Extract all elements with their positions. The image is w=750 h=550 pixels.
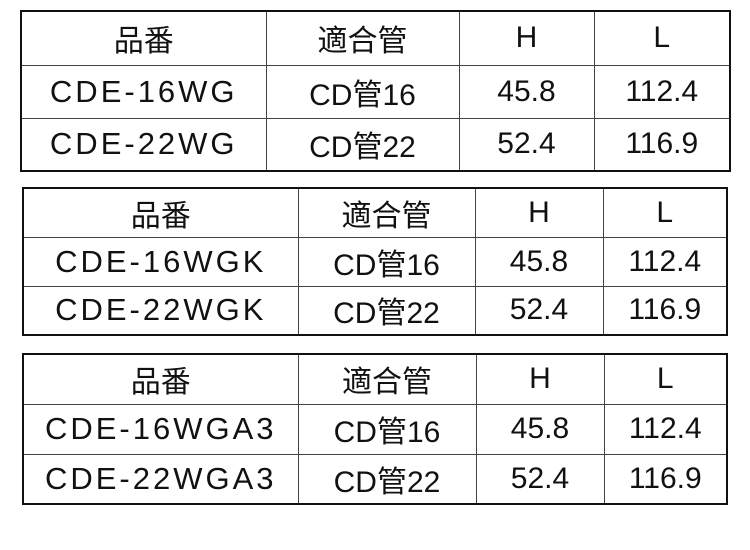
spec-table-wgk: 品番 適合管 H L CDE-16WGK CD管16 45.8 112.4 CD… [22, 187, 728, 336]
part-number: CDE-16WGK [22, 236, 299, 287]
compatible-pipe: CD管22 [265, 117, 460, 172]
header-part-number: 品番 [20, 10, 267, 66]
header-l: L [602, 187, 728, 238]
compatible-pipe: CD管22 [297, 285, 476, 336]
compatible-pipe: CD管16 [297, 403, 477, 455]
header-row: 品番 適合管 H L [22, 353, 728, 405]
h-value: 52.4 [475, 453, 605, 505]
header-h: H [474, 187, 604, 238]
header-compatible-pipe: 適合管 [265, 10, 460, 66]
table-row: CDE-22WGA3 CD管22 52.4 116.9 [22, 453, 728, 505]
table-row: CDE-16WG CD管16 45.8 112.4 [20, 64, 731, 119]
spec-table-wga3: 品番 適合管 H L CDE-16WGA3 CD管16 45.8 112.4 C… [22, 353, 728, 505]
header-compatible-pipe: 適合管 [297, 187, 476, 238]
l-value: 112.4 [593, 64, 731, 119]
h-value: 45.8 [458, 64, 595, 119]
l-value: 116.9 [602, 285, 728, 336]
table-row: CDE-22WGK CD管22 52.4 116.9 [22, 285, 728, 336]
part-number: CDE-22WGA3 [22, 453, 299, 505]
h-value: 45.8 [474, 236, 604, 287]
compatible-pipe: CD管16 [265, 64, 460, 119]
h-value: 52.4 [474, 285, 604, 336]
header-part-number: 品番 [22, 187, 299, 238]
table-row: CDE-16WGA3 CD管16 45.8 112.4 [22, 403, 728, 455]
part-number: CDE-22WGK [22, 285, 299, 336]
table-row: CDE-22WG CD管22 52.4 116.9 [20, 117, 731, 172]
header-l: L [603, 353, 728, 405]
header-row: 品番 適合管 H L [20, 10, 731, 66]
header-part-number: 品番 [22, 353, 299, 405]
compatible-pipe: CD管16 [297, 236, 476, 287]
compatible-pipe: CD管22 [297, 453, 477, 505]
l-value: 112.4 [603, 403, 728, 455]
part-number: CDE-22WG [20, 117, 267, 172]
h-value: 52.4 [458, 117, 595, 172]
part-number: CDE-16WG [20, 64, 267, 119]
header-row: 品番 適合管 H L [22, 187, 728, 238]
l-value: 116.9 [593, 117, 731, 172]
header-h: H [458, 10, 595, 66]
l-value: 112.4 [602, 236, 728, 287]
spec-table-wg: 品番 適合管 H L CDE-16WG CD管16 45.8 112.4 CDE… [20, 10, 731, 172]
header-compatible-pipe: 適合管 [297, 353, 477, 405]
header-l: L [593, 10, 731, 66]
part-number: CDE-16WGA3 [22, 403, 299, 455]
table-row: CDE-16WGK CD管16 45.8 112.4 [22, 236, 728, 287]
header-h: H [475, 353, 605, 405]
l-value: 116.9 [603, 453, 728, 505]
h-value: 45.8 [475, 403, 605, 455]
